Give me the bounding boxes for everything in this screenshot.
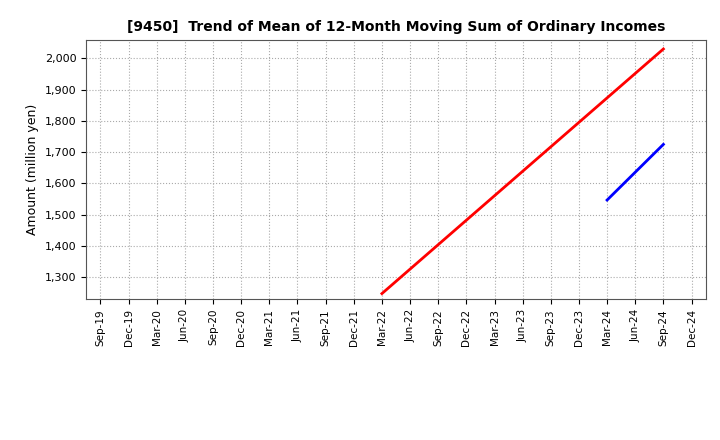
3 Years	[395, 276, 403, 282]
5 Years	[654, 147, 663, 152]
3 Years	[377, 291, 386, 296]
Line: 5 Years: 5 Years	[607, 144, 663, 200]
5 Years	[618, 183, 626, 188]
5 Years	[613, 187, 622, 192]
5 Years	[605, 195, 613, 201]
Y-axis label: Amount (million yen): Amount (million yen)	[27, 104, 40, 235]
Title: [9450]  Trend of Mean of 12-Month Moving Sum of Ordinary Incomes: [9450] Trend of Mean of 12-Month Moving …	[127, 20, 665, 34]
5 Years	[603, 198, 611, 203]
Line: 3 Years: 3 Years	[382, 49, 663, 293]
3 Years	[645, 59, 654, 64]
5 Years	[606, 194, 615, 199]
3 Years	[635, 67, 644, 73]
5 Years	[659, 142, 667, 147]
3 Years	[389, 281, 397, 286]
3 Years	[659, 46, 667, 51]
5 Years	[656, 144, 665, 150]
3 Years	[430, 246, 438, 251]
3 Years	[453, 226, 462, 231]
